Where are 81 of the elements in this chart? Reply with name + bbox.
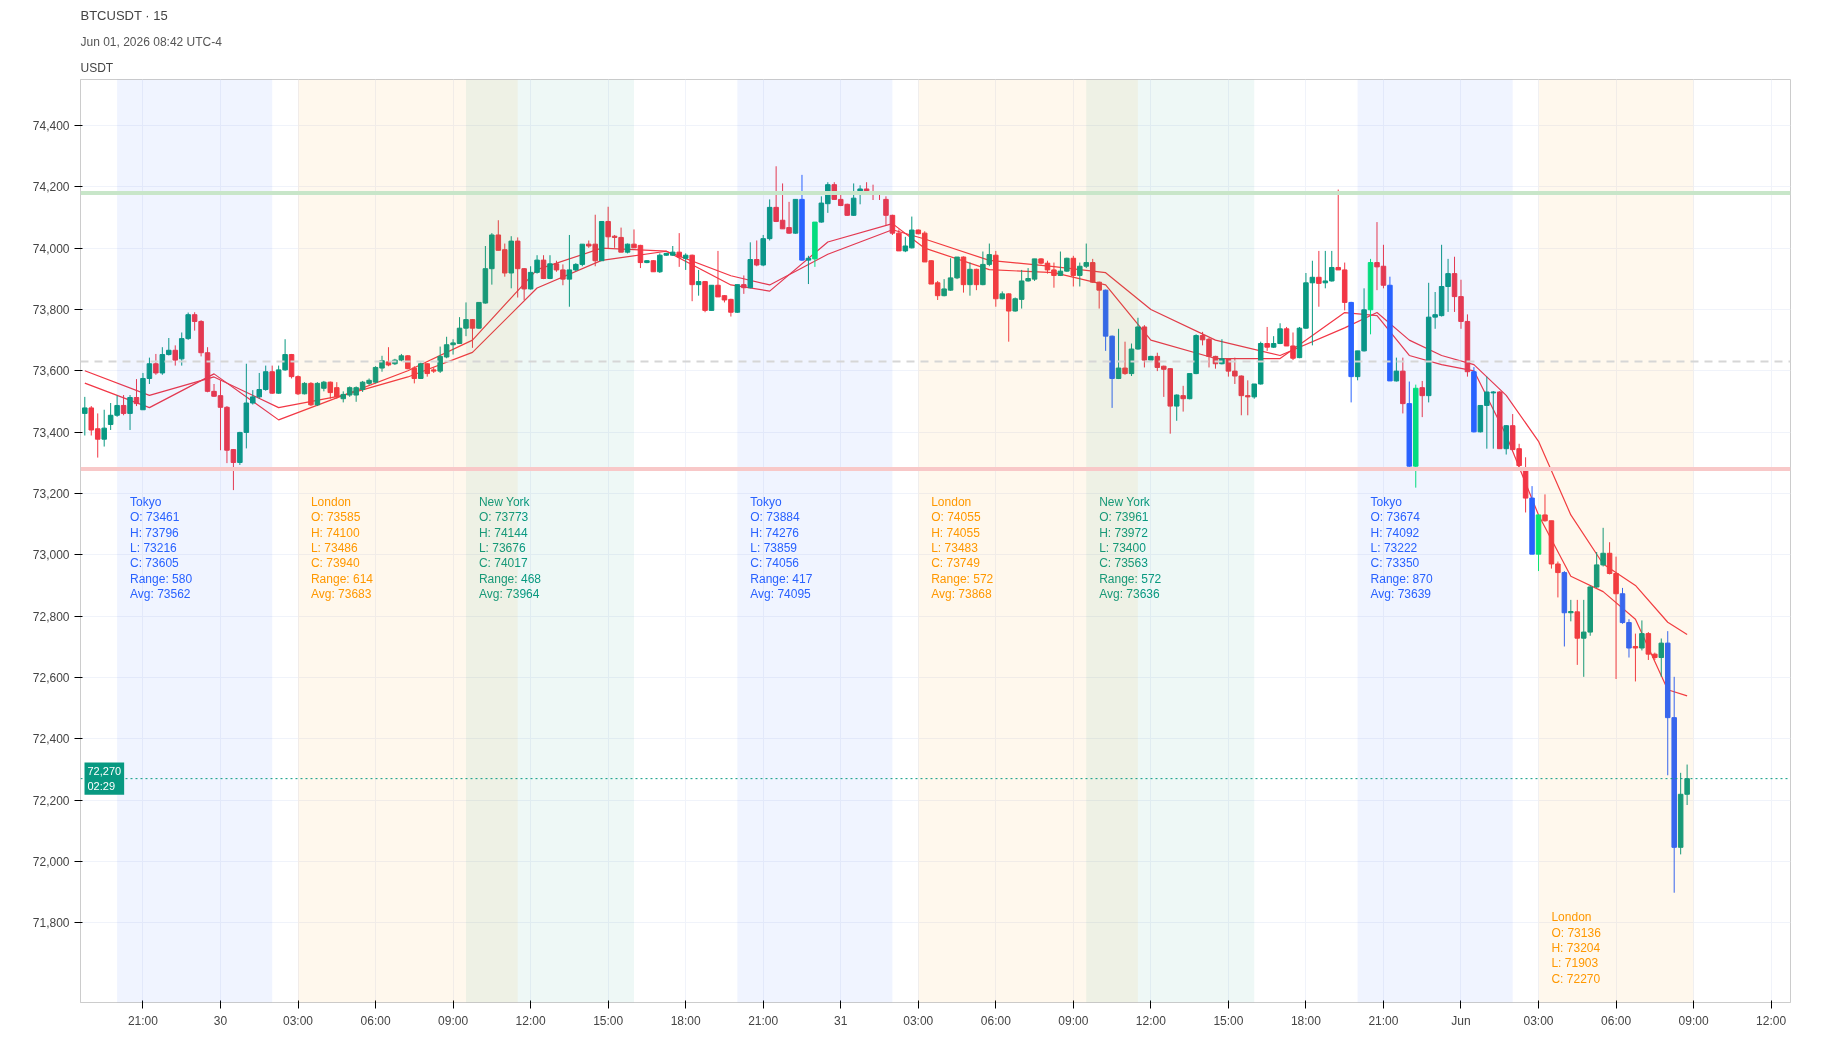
x-tick-label: 09:00 bbox=[1678, 1013, 1709, 1028]
candlestick bbox=[753, 239, 760, 267]
candlestick bbox=[1316, 250, 1322, 308]
candlestick bbox=[1173, 393, 1180, 422]
y-tick-label: 72,600 bbox=[32, 670, 70, 685]
candlestick bbox=[1419, 380, 1425, 418]
y-tick-label: 74,200 bbox=[32, 180, 70, 195]
candlestick bbox=[1122, 341, 1128, 376]
y-tick-label: 74,400 bbox=[32, 119, 70, 133]
annotation: Tokyo O: 73884 H: 74276 L: 73859 C: 74056 Range: 417 Avg: 74095 bbox=[750, 494, 813, 602]
candlestick bbox=[1115, 328, 1122, 380]
x-tick-label: 03:00 bbox=[903, 1013, 934, 1028]
candlestick bbox=[82, 396, 88, 437]
candlestick bbox=[695, 269, 702, 297]
x-tick-label: 06:00 bbox=[1601, 1013, 1632, 1028]
x-tick-label: 12:00 bbox=[515, 1013, 546, 1028]
x-tick-label: 09:00 bbox=[1058, 1013, 1089, 1028]
candlestick bbox=[850, 182, 857, 217]
candlestick bbox=[973, 268, 980, 291]
y-tick-label: 72,200 bbox=[32, 793, 70, 808]
x-tick-label: 30 bbox=[213, 1013, 228, 1028]
candlestick bbox=[120, 394, 127, 416]
candlestick bbox=[269, 365, 275, 395]
x-tick-label: 21:00 bbox=[127, 1013, 159, 1028]
x-tick-label: 15:00 bbox=[1213, 1013, 1244, 1028]
y-tick-label: 73,200 bbox=[32, 486, 70, 501]
x-tick-label: Jun bbox=[1451, 1013, 1471, 1028]
candlestick bbox=[1639, 619, 1645, 651]
x-tick-label: 21:00 bbox=[748, 1013, 779, 1028]
x-tick-label: 03:00 bbox=[283, 1013, 314, 1028]
x-tick-label: 06:00 bbox=[360, 1013, 391, 1028]
candlestick bbox=[101, 409, 107, 448]
x-tick-label: 31 bbox=[834, 1013, 848, 1028]
ref-line-label: 72,270 02:29 bbox=[87, 765, 122, 792]
chart-title: BTCUSDT · 15 bbox=[80, 7, 168, 23]
candlestick bbox=[1568, 599, 1574, 622]
y-tick-label: 72,800 bbox=[32, 609, 70, 624]
candlestick bbox=[1264, 326, 1270, 352]
text: Jun 01, 2026 08:42 UTC-4 bbox=[80, 34, 223, 49]
y-tick-label: 73,800 bbox=[32, 302, 70, 317]
candlestick bbox=[153, 353, 159, 376]
x-tick-label: 12:00 bbox=[1756, 1013, 1787, 1028]
candlestick bbox=[805, 255, 812, 285]
annotation: New York O: 73773 H: 74144 L: 73676 C: 74017 Range: 468 Avg: 73964 bbox=[478, 494, 542, 602]
candlestick bbox=[133, 378, 140, 407]
candlestick bbox=[967, 262, 973, 297]
x-tick-label: 15:00 bbox=[593, 1013, 624, 1028]
candlestick bbox=[308, 381, 314, 407]
candlestick bbox=[1503, 424, 1509, 456]
x-tick-label: 18:00 bbox=[1290, 1013, 1322, 1028]
annotation: New York O: 73961 H: 73972 L: 73400 C: 73563 Range: 572 Avg: 73636 bbox=[1099, 494, 1162, 602]
candlestick bbox=[1658, 638, 1665, 678]
candlestick bbox=[172, 344, 179, 367]
candlestick bbox=[1393, 357, 1400, 383]
candlestick bbox=[1070, 255, 1077, 287]
annotation: Tokyo O: 73674 H: 74092 L: 73222 C: 73350 Range: 870 Avg: 73639 bbox=[1370, 494, 1433, 602]
annotation: Tokyo O: 73461 H: 73796 L: 73216 C: 73605 Range: 580 Avg: 73562 bbox=[130, 494, 193, 602]
candlestick bbox=[1005, 292, 1012, 343]
candlestick bbox=[127, 394, 133, 431]
x-tick-label: 03:00 bbox=[1523, 1013, 1554, 1028]
y-tick-label: 72,000 bbox=[32, 854, 70, 869]
annotation: London O: 74055 H: 74055 L: 73483 C: 73749 Range: 572 Avg: 73868 bbox=[931, 494, 994, 602]
annotation: London O: 73585 H: 74100 L: 73486 C: 73940 Range: 614 Avg: 73683 bbox=[310, 494, 374, 602]
annotation: London O: 73136 H: 73204 L: 71903 C: 72270 bbox=[1551, 910, 1602, 986]
x-tick-label: 09:00 bbox=[438, 1013, 469, 1028]
x-tick-label: 18:00 bbox=[670, 1013, 702, 1028]
x-tick-label: 12:00 bbox=[1135, 1013, 1167, 1028]
candlestick bbox=[741, 274, 747, 295]
y-tick-label: 72,400 bbox=[32, 732, 70, 747]
y-tick-label: 73,000 bbox=[32, 548, 70, 563]
chart-subtitle: USDT bbox=[80, 60, 114, 75]
x-tick-label: 06:00 bbox=[980, 1013, 1012, 1028]
candlestick bbox=[676, 232, 682, 268]
y-tick-label: 73,600 bbox=[32, 364, 70, 379]
x-tick-label: 21:00 bbox=[1368, 1013, 1399, 1028]
y-tick-label: 73,400 bbox=[32, 425, 70, 440]
y-tick-label: 74,000 bbox=[32, 241, 70, 256]
candlestick bbox=[469, 318, 476, 349]
y-tick-label: 71,800 bbox=[32, 916, 70, 931]
candlestick bbox=[1180, 385, 1186, 413]
candlestick bbox=[1632, 633, 1639, 682]
